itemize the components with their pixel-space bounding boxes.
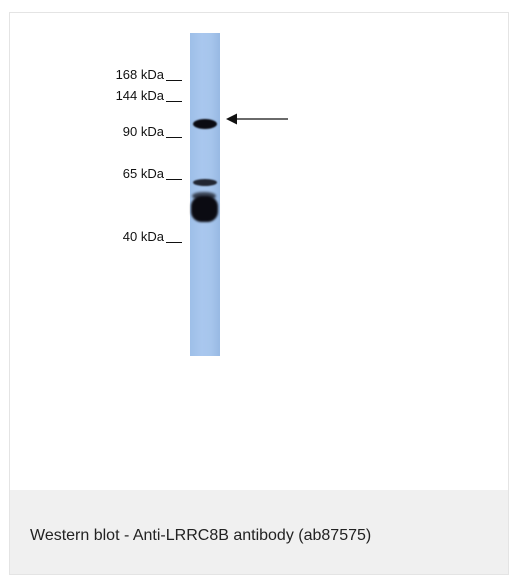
figure-card: 168 kDa 144 kDa 90 kDa 65 kDa 40 kDa Wes…	[9, 12, 509, 575]
caption-bar: Western blot - Anti-LRRC8B antibody (ab8…	[10, 490, 508, 574]
marker-tick	[166, 80, 182, 81]
marker-tick	[166, 137, 182, 138]
marker-label: 65 kDa	[122, 166, 164, 181]
blot-band-55kda	[191, 196, 218, 222]
marker-label: 90 kDa	[122, 124, 164, 139]
marker-tick	[166, 101, 182, 102]
marker-label: 144 kDa	[115, 88, 164, 103]
marker-144kda: 144 kDa	[116, 89, 182, 103]
marker-tick	[166, 242, 182, 243]
marker-168kda: 168 kDa	[116, 68, 182, 82]
blot-band-90kda	[193, 119, 217, 129]
marker-tick	[166, 179, 182, 180]
western-blot-image: 168 kDa 144 kDa 90 kDa 65 kDa 40 kDa	[10, 13, 508, 490]
marker-65kda: 65 kDa	[123, 167, 182, 181]
blot-band-62kda	[193, 179, 217, 186]
marker-90kda: 90 kDa	[123, 125, 182, 139]
marker-label: 168 kDa	[115, 67, 164, 82]
marker-label: 40 kDa	[122, 229, 164, 244]
figure-caption: Western blot - Anti-LRRC8B antibody (ab8…	[30, 527, 372, 544]
band-arrow-icon	[226, 113, 288, 125]
marker-40kda: 40 kDa	[123, 230, 182, 244]
